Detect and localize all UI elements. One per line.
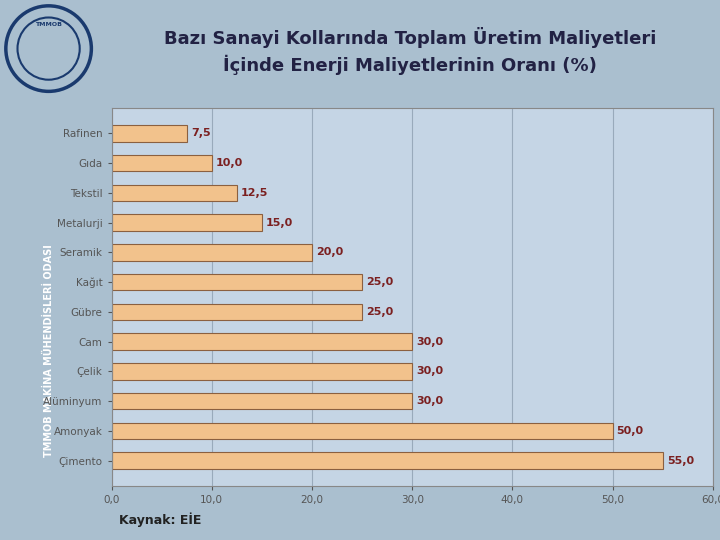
- Text: Kaynak: EİE: Kaynak: EİE: [119, 512, 201, 527]
- Text: 30,0: 30,0: [416, 366, 444, 376]
- Bar: [112, 303, 362, 320]
- Bar: [112, 185, 237, 201]
- Text: 20,0: 20,0: [316, 247, 343, 258]
- Bar: [112, 155, 212, 171]
- Text: 10,0: 10,0: [216, 158, 243, 168]
- Bar: [112, 214, 262, 231]
- Bar: [112, 244, 312, 261]
- Bar: [112, 363, 412, 380]
- Text: 12,5: 12,5: [241, 188, 269, 198]
- Bar: [112, 125, 186, 141]
- Bar: [112, 393, 412, 409]
- Text: 25,0: 25,0: [366, 277, 393, 287]
- Text: TMMOB MAKİNA MÜHENDİSLERİ ODASI: TMMOB MAKİNA MÜHENDİSLERİ ODASI: [44, 245, 53, 457]
- Text: 50,0: 50,0: [616, 426, 644, 436]
- Bar: [112, 274, 362, 291]
- Text: 25,0: 25,0: [366, 307, 393, 317]
- Text: TMMOB: TMMOB: [35, 22, 62, 27]
- Bar: [112, 453, 662, 469]
- Text: 15,0: 15,0: [266, 218, 293, 228]
- Text: 30,0: 30,0: [416, 396, 444, 406]
- Bar: [112, 333, 412, 350]
- Bar: [112, 423, 613, 439]
- Text: 7,5: 7,5: [191, 129, 210, 138]
- Text: Bazı Sanayi Kollarında Toplam Üretim Maliyetleri
İçinde Enerji Maliyetlerinin Or: Bazı Sanayi Kollarında Toplam Üretim Mal…: [164, 28, 657, 75]
- Text: 55,0: 55,0: [667, 456, 694, 465]
- Text: 30,0: 30,0: [416, 336, 444, 347]
